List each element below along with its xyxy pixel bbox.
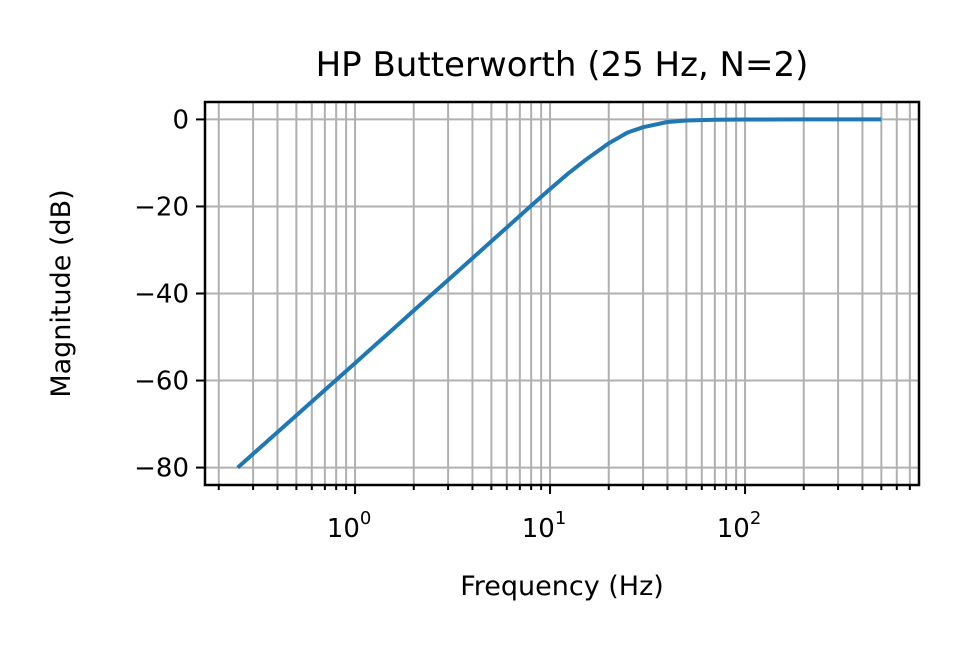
series-line (236, 117, 882, 470)
x-tick-label: 102 (717, 508, 762, 544)
y-axis-label: Magnitude (dB) (46, 189, 77, 397)
y-tick-label: −20 (134, 192, 189, 222)
x-tick-label: 101 (522, 508, 567, 544)
x-axis-label: Frequency (Hz) (460, 571, 664, 602)
chart-title: HP Butterworth (25 Hz, N=2) (316, 45, 809, 85)
y-tick-label: −60 (134, 367, 189, 397)
x-tick-label: 100 (327, 508, 372, 544)
y-tick-label: 0 (172, 105, 189, 135)
grid (205, 102, 919, 485)
y-tick-label: −40 (134, 280, 189, 310)
series-layer (236, 117, 882, 470)
ticks: 100 101 102 0 −20 −40 −60 −80 (134, 105, 911, 544)
y-tick-label: −80 (134, 454, 189, 484)
